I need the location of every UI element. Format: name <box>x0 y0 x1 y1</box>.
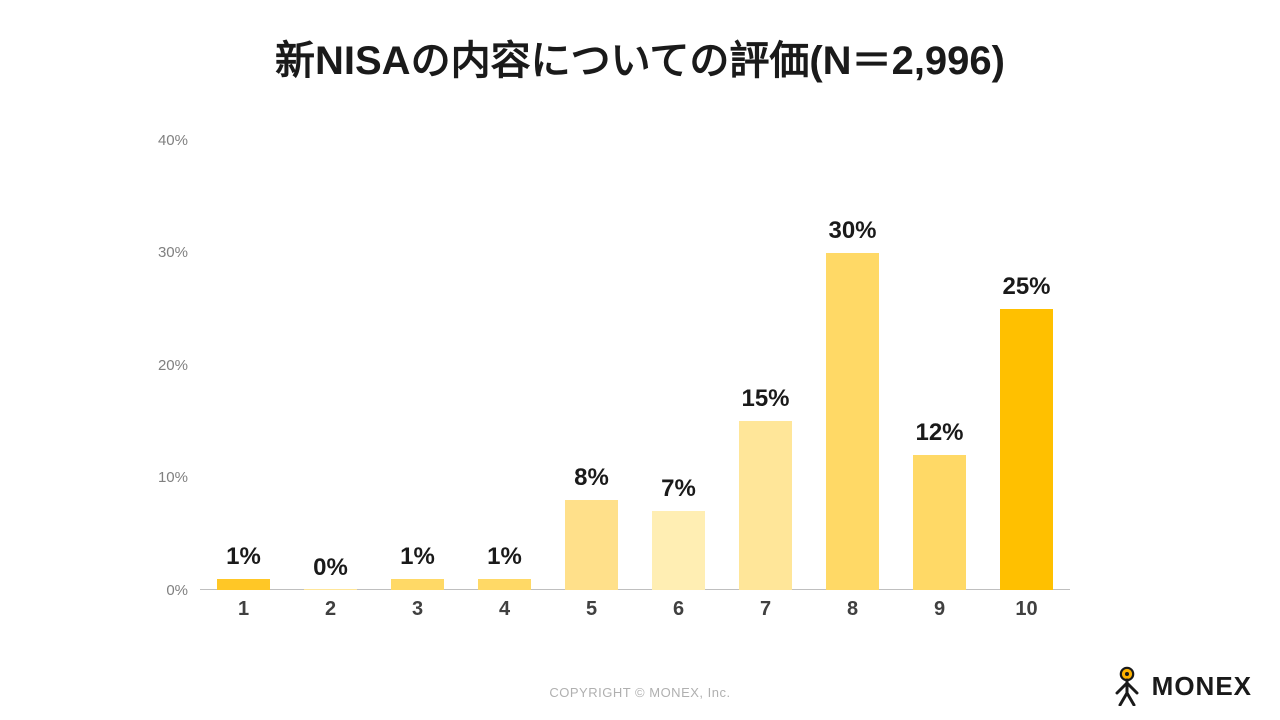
x-axis-tick-label: 2 <box>287 598 374 621</box>
copyright-text: COPYRIGHT © MONEX, Inc. <box>0 685 1280 700</box>
x-axis-tick-label: 1 <box>200 598 287 621</box>
bar-value-label: 7% <box>635 475 722 503</box>
bar <box>304 589 358 590</box>
bar-chart: 0%10%20%30%40%1%10%21%31%48%57%615%730%8… <box>200 140 1070 590</box>
bar <box>478 579 532 590</box>
bar-value-label: 1% <box>200 543 287 571</box>
bar-value-label: 30% <box>809 217 896 245</box>
slide: 新NISAの内容についての評価(N＝2,996) 0%10%20%30%40%1… <box>0 0 1280 720</box>
x-axis-tick-label: 6 <box>635 598 722 621</box>
y-axis-tick-label: 0% <box>128 582 188 599</box>
monex-logo-icon <box>1110 666 1144 706</box>
bar <box>652 511 706 590</box>
y-axis-tick-label: 30% <box>128 244 188 261</box>
bar-value-label: 1% <box>374 543 461 571</box>
bar-value-label: 8% <box>548 464 635 492</box>
x-axis-tick-label: 7 <box>722 598 809 621</box>
bar-value-label: 1% <box>461 543 548 571</box>
x-axis-tick-label: 4 <box>461 598 548 621</box>
plot-area: 0%10%20%30%40%1%10%21%31%48%57%615%730%8… <box>200 140 1070 590</box>
x-axis-tick-label: 8 <box>809 598 896 621</box>
bar <box>565 500 619 590</box>
bar <box>913 455 967 590</box>
x-axis-tick-label: 9 <box>896 598 983 621</box>
y-axis-tick-label: 40% <box>128 132 188 149</box>
page-title: 新NISAの内容についての評価(N＝2,996) <box>0 28 1280 86</box>
x-axis-tick-label: 5 <box>548 598 635 621</box>
y-axis-tick-label: 20% <box>128 357 188 374</box>
bar-value-label: 25% <box>983 273 1070 301</box>
bar <box>391 579 445 590</box>
x-axis-tick-label: 10 <box>983 598 1070 621</box>
x-axis-tick-label: 3 <box>374 598 461 621</box>
bar <box>217 579 271 590</box>
brand-logo: MONEX <box>1110 666 1252 706</box>
bar <box>739 421 793 590</box>
y-axis-tick-label: 10% <box>128 469 188 486</box>
bar <box>826 253 880 591</box>
brand-logo-text: MONEX <box>1152 671 1252 702</box>
bar-value-label: 12% <box>896 419 983 447</box>
bar <box>1000 309 1054 590</box>
bar-value-label: 0% <box>287 554 374 582</box>
bar-value-label: 15% <box>722 385 809 413</box>
